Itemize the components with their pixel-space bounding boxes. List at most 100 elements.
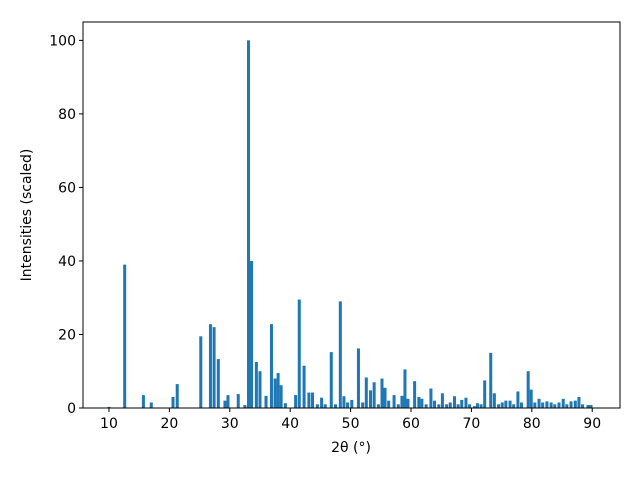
bar <box>273 378 277 408</box>
bar <box>424 404 428 408</box>
bar <box>472 406 476 408</box>
bar <box>123 264 127 408</box>
bar <box>333 404 338 408</box>
bar <box>246 40 251 408</box>
bar <box>500 402 504 408</box>
x-tick-label: 40 <box>281 416 299 432</box>
bar <box>311 392 315 408</box>
bar <box>338 301 342 408</box>
y-tick-label: 100 <box>49 33 76 49</box>
bar <box>264 395 268 408</box>
bar <box>320 397 324 408</box>
bar <box>512 404 516 408</box>
bar <box>553 404 557 408</box>
bar <box>456 404 460 408</box>
bar <box>504 400 508 408</box>
bar <box>342 396 346 408</box>
bar <box>545 401 549 408</box>
bar <box>489 352 493 408</box>
bar <box>516 391 520 408</box>
bar <box>315 404 319 408</box>
bar <box>369 390 373 408</box>
bar <box>586 405 590 408</box>
x-tick-label: 20 <box>160 416 178 432</box>
bar <box>236 394 240 408</box>
bar <box>520 402 524 408</box>
bar <box>199 336 203 408</box>
bar <box>307 392 311 408</box>
y-axis-label: Intensities (scaled) <box>19 149 35 282</box>
bar <box>565 404 569 408</box>
bar <box>448 402 452 408</box>
bar <box>497 404 501 408</box>
bar <box>279 385 283 408</box>
bar <box>350 399 354 408</box>
bar <box>452 396 457 408</box>
y-tick-label: 60 <box>58 180 76 196</box>
bar <box>577 396 581 408</box>
bar <box>372 382 376 408</box>
bar <box>250 260 254 408</box>
bar <box>141 395 145 408</box>
bar <box>445 404 449 408</box>
bar <box>406 398 410 408</box>
x-tick-label: 60 <box>402 416 420 432</box>
bar <box>171 396 175 408</box>
bar <box>581 404 585 408</box>
bar <box>569 401 573 408</box>
bar <box>589 405 593 408</box>
x-tick-label: 10 <box>100 416 118 432</box>
bar <box>294 395 298 408</box>
bar <box>529 389 533 408</box>
x-tick-label: 30 <box>221 416 239 432</box>
bar <box>417 396 421 408</box>
bar <box>361 402 365 408</box>
y-tick-label: 20 <box>58 327 76 343</box>
x-tick-label: 50 <box>342 416 360 432</box>
y-tick-label: 80 <box>58 107 76 123</box>
bar <box>380 378 384 408</box>
bar <box>400 395 404 408</box>
bar <box>541 402 545 408</box>
bar <box>460 399 464 408</box>
plot-frame <box>82 21 621 409</box>
bar <box>479 404 483 408</box>
bar <box>212 327 216 408</box>
bar <box>223 400 227 408</box>
bar <box>297 299 301 408</box>
x-tick-label: 90 <box>583 416 601 432</box>
bar <box>269 324 273 408</box>
bar <box>149 402 153 408</box>
bar <box>468 404 472 408</box>
bar <box>492 393 496 408</box>
bar <box>549 402 553 408</box>
y-tick-label: 0 <box>67 401 76 417</box>
bar <box>420 398 424 408</box>
bar <box>302 365 306 408</box>
bar <box>383 387 387 408</box>
bar <box>537 398 541 408</box>
bar <box>276 373 280 408</box>
bar <box>557 402 561 408</box>
bar <box>437 404 441 408</box>
bar <box>475 403 479 408</box>
bar <box>208 324 212 408</box>
x-tick-label: 80 <box>523 416 541 432</box>
bar <box>258 371 262 408</box>
bar <box>329 352 333 408</box>
bar <box>483 380 487 408</box>
x-axis-label: 2θ (°) <box>331 440 371 456</box>
bar <box>573 400 577 408</box>
bar <box>376 404 380 408</box>
bar <box>392 395 396 408</box>
bar <box>508 400 512 408</box>
bar <box>283 403 287 408</box>
bar <box>323 404 327 408</box>
bar <box>356 348 360 408</box>
bar <box>526 371 530 408</box>
bar <box>364 377 368 408</box>
bar <box>226 395 230 408</box>
x-tick-label: 70 <box>462 416 480 432</box>
